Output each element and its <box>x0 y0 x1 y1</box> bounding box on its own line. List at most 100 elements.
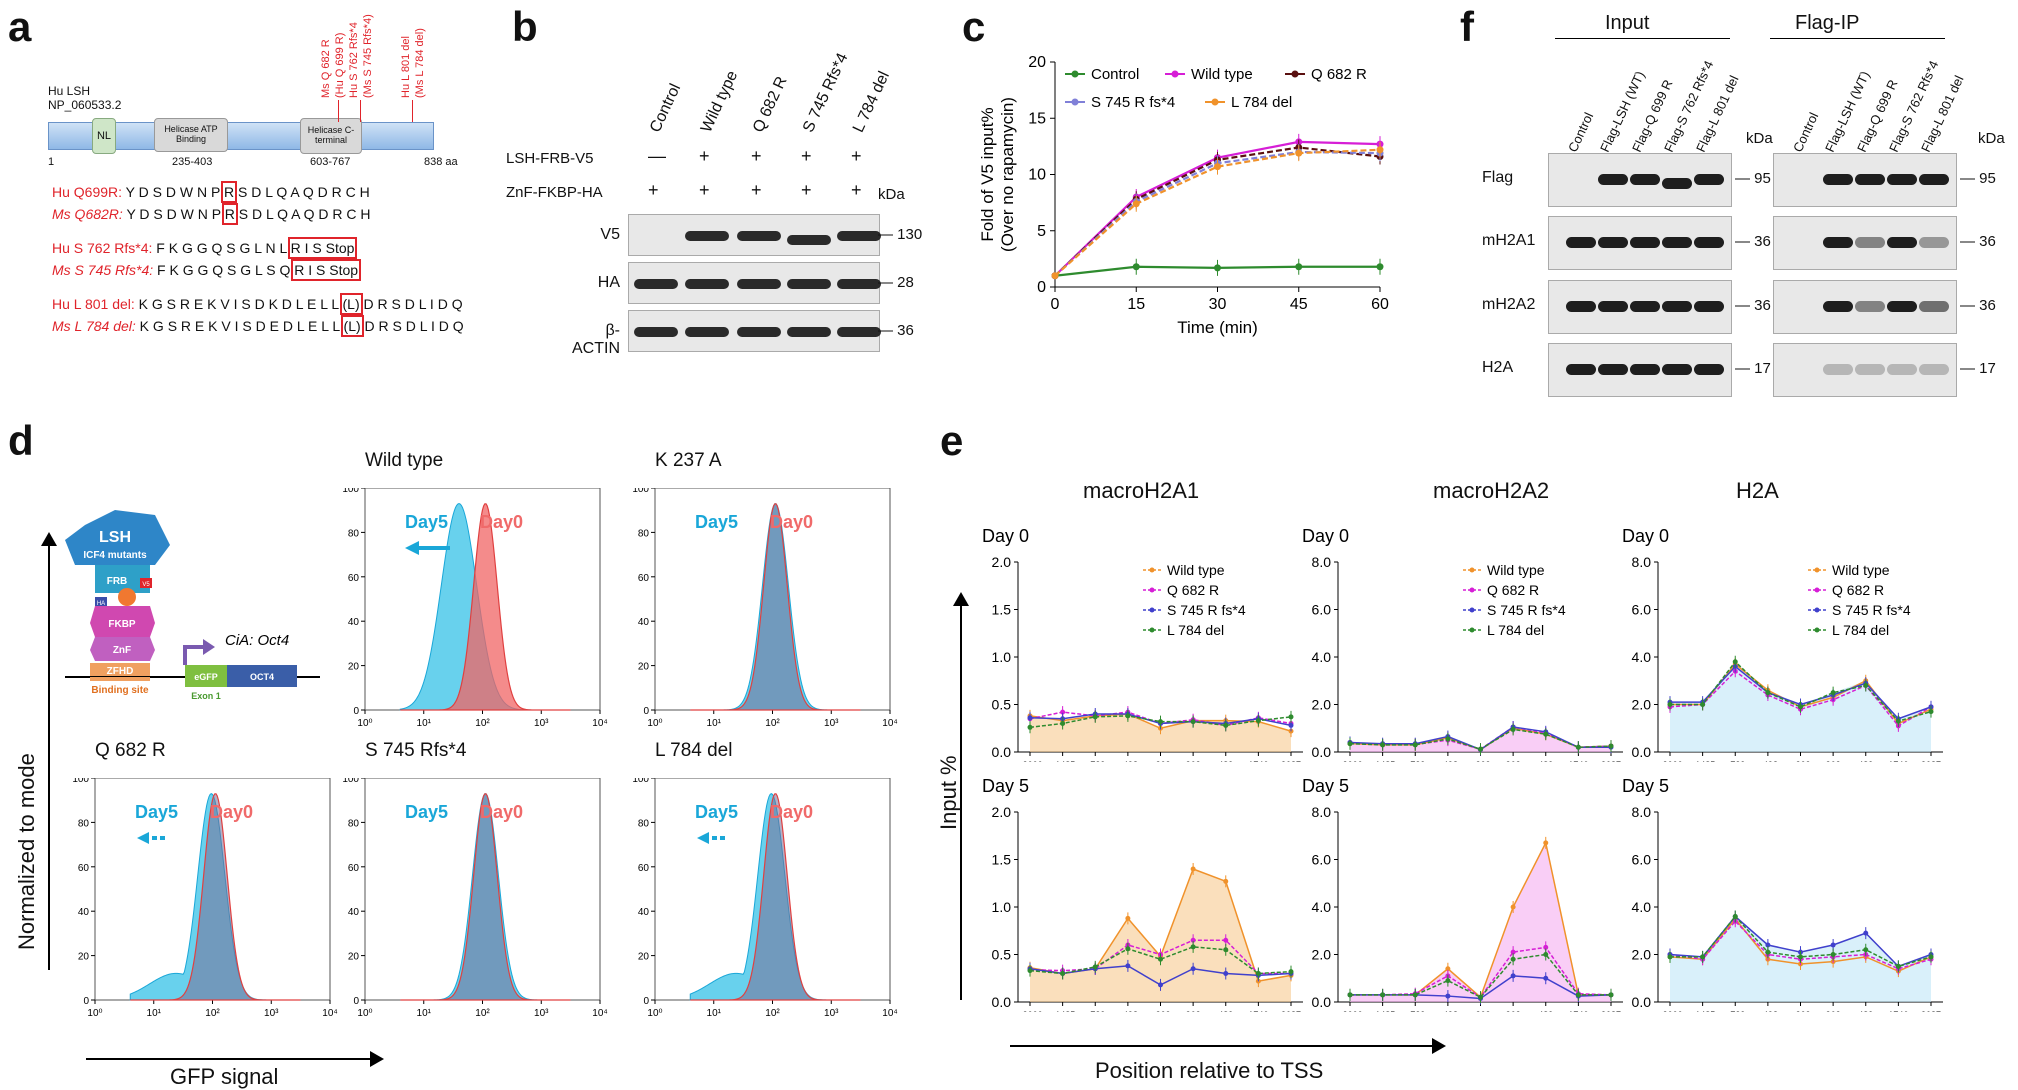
band <box>1823 364 1853 375</box>
chip-point <box>1667 702 1673 707</box>
chip-area-fill <box>1350 842 1611 1002</box>
chip-point <box>1347 992 1353 998</box>
panel-e-label: e <box>940 417 964 464</box>
blot-f-label: Flag <box>1482 169 1514 186</box>
chip-point <box>1830 690 1836 696</box>
chip-point <box>1380 742 1386 748</box>
sign-row2: + <box>699 180 710 200</box>
chip-ytick: 8.0 <box>1632 554 1652 570</box>
chip-day-label: Day 5 <box>1622 776 1669 796</box>
band <box>1630 237 1660 248</box>
blot-f-mw-ip: — 36 <box>1960 297 1996 314</box>
chip-legend-label: S 745 R fs*4 <box>1167 602 1246 618</box>
chip-ytick: 0.0 <box>992 994 1012 1010</box>
hist-ytick: 60 <box>348 573 360 584</box>
c-ytick: 10 <box>1028 167 1046 184</box>
chip-point <box>1125 915 1131 921</box>
chip-ytick: 8.0 <box>1312 554 1332 570</box>
seq-row: Hu S 762 Rfs*4: F K G G Q S G L N L R I … <box>52 237 358 259</box>
chip-day-label: Day 5 <box>1302 776 1349 796</box>
hist-xtick: 10⁰ <box>87 1008 102 1019</box>
seq-post: D R S D L I D Q <box>359 296 463 312</box>
d-ylabel: Normalized to mode <box>14 753 39 950</box>
blot-b-column-label: Control <box>647 81 685 136</box>
frb-label: FRB <box>107 576 128 587</box>
band <box>1919 364 1949 375</box>
c-xtick: 0 <box>1051 296 1060 313</box>
hist-ytick: 60 <box>638 573 650 584</box>
chip-xtick: 362 <box>1826 1010 1841 1012</box>
blot-f-mw-input: — 36 <box>1735 233 1771 250</box>
chip-xtick: −309 <box>1470 760 1490 762</box>
hist-ytick: 40 <box>638 907 650 918</box>
nl-domain: NL <box>92 118 116 154</box>
chip-point <box>1667 954 1673 960</box>
band <box>1566 301 1596 312</box>
chip-point <box>1223 947 1229 953</box>
chip-ytick: 2.0 <box>1312 947 1332 963</box>
chip-xtick: −309 <box>1470 1010 1490 1012</box>
c-point <box>1295 149 1303 157</box>
panel-b-label: b <box>512 3 538 50</box>
chip-xtick: 362 <box>1506 760 1521 762</box>
chip-point <box>1092 964 1098 970</box>
hist-ytick: 100 <box>632 488 649 495</box>
hist-ytick: 80 <box>638 528 650 539</box>
mut-label-3: Hu S 762 Rfs*4 <box>348 22 360 98</box>
c-legend-marker <box>1071 70 1079 78</box>
band <box>1823 174 1853 185</box>
exon1-label: Exon 1 <box>191 691 221 701</box>
chip-legend-marker <box>1469 607 1475 613</box>
blot-b-image <box>628 262 881 304</box>
sign-row2: + <box>648 180 659 200</box>
c-xtick: 45 <box>1290 296 1308 313</box>
shift-arrow-head <box>137 832 149 844</box>
blot-b-image <box>628 214 881 256</box>
seq-name: Ms L 784 del: <box>52 318 136 334</box>
chip-column-title: H2A <box>1736 478 1779 503</box>
chip-point <box>1895 718 1901 724</box>
day5-label: Day5 <box>695 512 738 532</box>
band <box>634 327 678 337</box>
band <box>1662 301 1692 312</box>
histogram-title: S 745 Rfs*4 <box>365 740 467 761</box>
hist-xtick: 10² <box>765 718 780 729</box>
chip-point <box>1608 992 1614 998</box>
c-point <box>1051 272 1059 280</box>
mut-label-6: (Ms L 784 del) <box>414 28 426 98</box>
chip-legend-label: L 784 del <box>1832 622 1889 638</box>
hist-xtick: 10⁴ <box>882 1008 897 1019</box>
hist-xtick: 10³ <box>824 718 839 729</box>
chip-ytick: 4.0 <box>1632 649 1652 665</box>
chip-point <box>1510 726 1516 732</box>
band <box>1919 301 1949 312</box>
seq-mutation-box: R <box>221 203 238 225</box>
chip-series-line <box>1669 670 1932 727</box>
chip-point <box>1125 963 1131 969</box>
band <box>1855 301 1885 312</box>
chip-ytick: 6.0 <box>1632 602 1652 618</box>
chip-point <box>1510 949 1516 955</box>
chip-point <box>1543 975 1549 981</box>
row-znf-fkbp-ha-label: ZnF-FKBP-HA <box>506 184 603 201</box>
chip-xtick: 489 <box>1218 1010 1233 1012</box>
c-xlabel: Time (min) <box>1177 318 1258 337</box>
chip-xtick: −309 <box>1150 1010 1170 1012</box>
chip-ytick: 0.0 <box>1312 744 1332 760</box>
day5-label: Day5 <box>135 802 178 822</box>
chip-ytick: 0.0 <box>1632 744 1652 760</box>
hist-xtick: 10⁰ <box>647 718 662 729</box>
row-lsh-frb-v5-label: LSH-FRB-V5 <box>506 150 594 167</box>
blot-f-mw-input: — 95 <box>1735 170 1771 187</box>
chip-ytick: 4.0 <box>1312 649 1332 665</box>
c-legend-label: Q 682 R <box>1311 66 1367 83</box>
band <box>1694 301 1724 312</box>
chip-point <box>1027 968 1033 974</box>
hist-xtick: 10³ <box>824 1008 839 1019</box>
hist-ytick: 40 <box>78 907 90 918</box>
chip-xtick: −3000 <box>1657 760 1682 762</box>
c-legend-marker <box>1291 70 1299 78</box>
chip-xtick: 489 <box>1858 1010 1873 1012</box>
chip-point <box>1288 969 1294 975</box>
chip-xtick: 3087 <box>1921 1010 1941 1012</box>
